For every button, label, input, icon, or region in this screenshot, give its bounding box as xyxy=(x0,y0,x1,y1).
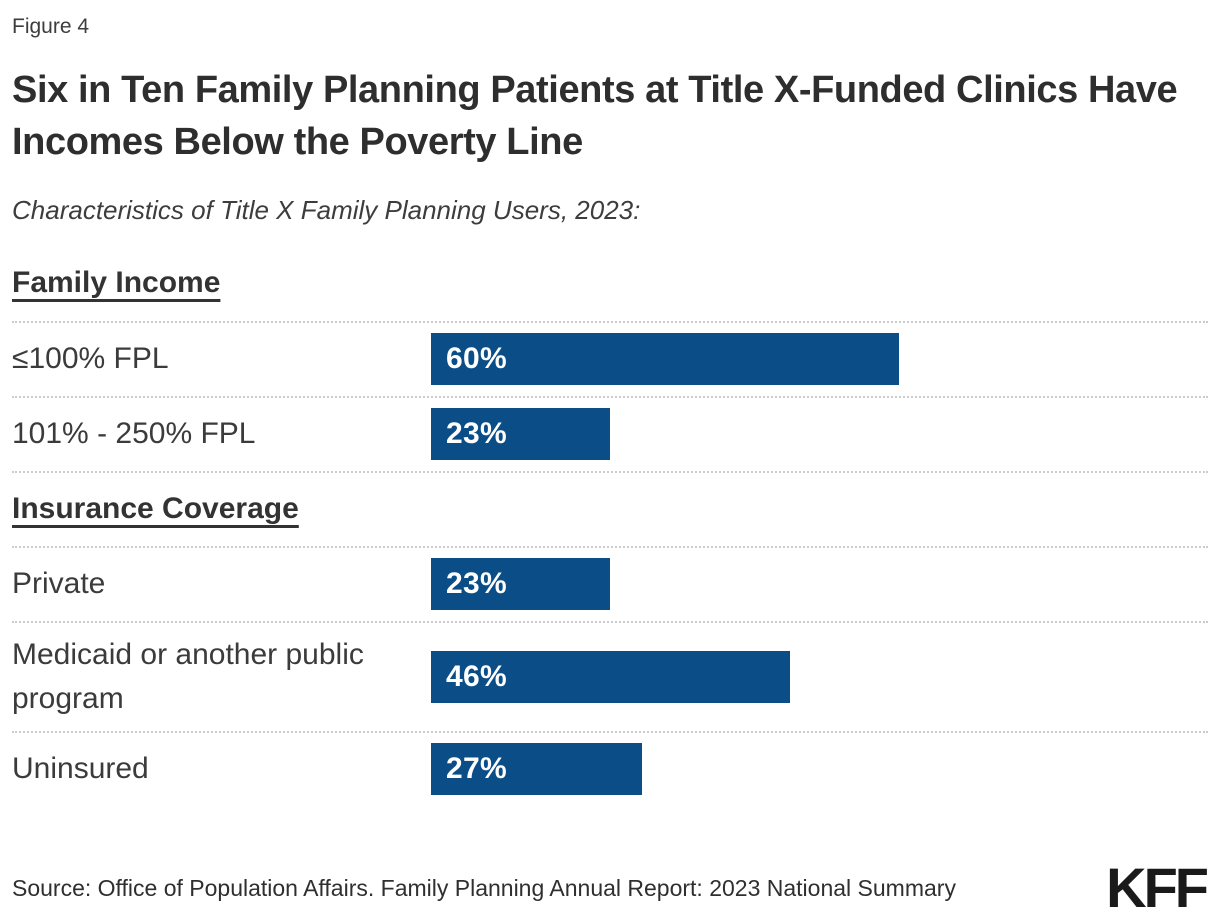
category-label: 101% - 250% FPL xyxy=(12,417,256,451)
bar-area: 23% xyxy=(431,558,1208,611)
bar-area: 27% xyxy=(431,743,1208,796)
bar-area: 23% xyxy=(431,408,1208,461)
bar-value-label: 27% xyxy=(446,752,507,786)
bar: 46% xyxy=(431,650,790,703)
bar-value-label: 46% xyxy=(446,659,507,693)
section-heading-insurance-coverage: Insurance Coverage xyxy=(12,492,299,526)
category-label: Medicaid or another public program xyxy=(12,638,364,715)
category-label: Private xyxy=(12,567,106,601)
table-row: Medicaid or another public program 46% xyxy=(12,620,1208,731)
bar-value-label: 23% xyxy=(446,567,507,601)
table-row: 101% - 250% FPL 23% xyxy=(12,395,1208,471)
bar-area: 60% xyxy=(431,333,1208,386)
bar-chart: Family Income ≤100% FPL 60% 101% - 250% … xyxy=(12,246,1208,806)
footer: Source: Office of Population Affairs. Fa… xyxy=(12,856,1209,920)
table-row: ≤100% FPL 60% xyxy=(12,320,1208,396)
category-label: ≤100% FPL xyxy=(12,342,169,376)
figure-label: Figure 4 xyxy=(12,15,90,38)
section-heading-row: Insurance Coverage xyxy=(12,470,1208,546)
bar: 23% xyxy=(431,558,611,611)
source-note: Source: Office of Population Affairs. Fa… xyxy=(12,875,956,901)
table-row: Private 23% xyxy=(12,545,1208,621)
kff-logo: KFF xyxy=(1106,856,1209,920)
category-label: Uninsured xyxy=(12,752,149,786)
section-heading-family-income: Family Income xyxy=(12,266,221,300)
chart-subtitle: Characteristics of Title X Family Planni… xyxy=(12,194,641,225)
page-title: Six in Ten Family Planning Patients at T… xyxy=(12,69,1178,163)
bar-area: 46% xyxy=(431,650,1208,703)
table-row: Uninsured 27% xyxy=(12,730,1208,806)
section-heading-row: Family Income xyxy=(12,246,1208,321)
bar-value-label: 23% xyxy=(446,417,507,451)
bar: 23% xyxy=(431,408,611,461)
bar: 27% xyxy=(431,743,642,796)
bar: 60% xyxy=(431,333,899,386)
bar-value-label: 60% xyxy=(446,342,507,376)
